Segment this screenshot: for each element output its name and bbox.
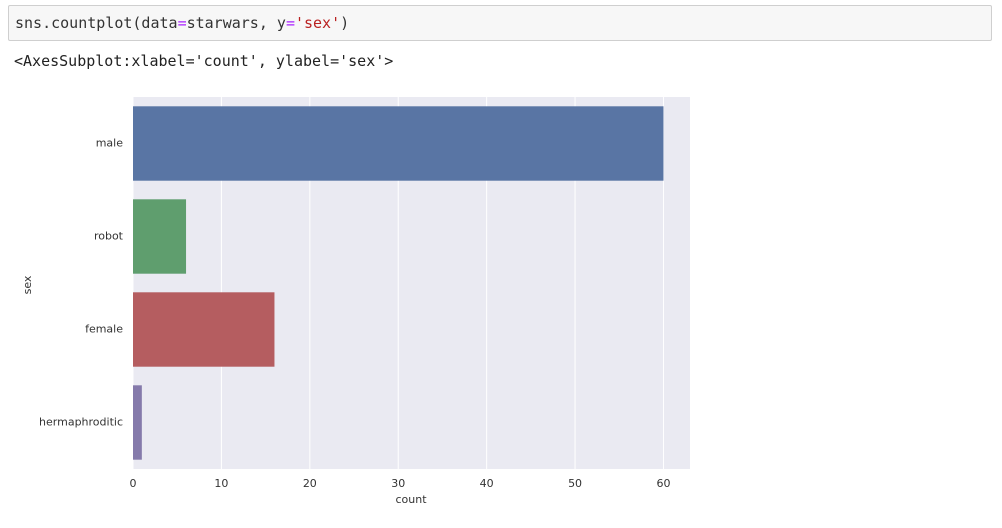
cell-output: <AxesSubplot:xlabel='count', ylabel='sex… bbox=[14, 52, 394, 70]
y-tick-label: hermaphroditic bbox=[39, 416, 123, 429]
y-tick-label: male bbox=[96, 137, 124, 150]
bar bbox=[133, 106, 664, 181]
code-cell[interactable]: sns.countplot(data=starwars, y='sex') bbox=[8, 5, 992, 41]
x-tick-label: 20 bbox=[303, 477, 317, 490]
y-tick-label: female bbox=[85, 323, 123, 336]
x-tick-label: 0 bbox=[130, 477, 137, 490]
code-token: starwars, y bbox=[186, 14, 286, 32]
x-tick-label: 60 bbox=[656, 477, 670, 490]
code-token: ) bbox=[340, 14, 350, 32]
x-tick-label: 10 bbox=[214, 477, 228, 490]
code-token: sns.countplot(data bbox=[15, 14, 178, 32]
y-axis-label: sex bbox=[21, 275, 34, 294]
y-tick-label: robot bbox=[94, 230, 124, 243]
code-token: = bbox=[285, 14, 295, 32]
chart: count sex 0 10 20 30 40 50 60 male robot female he… bbox=[21, 97, 690, 506]
bar bbox=[133, 385, 142, 460]
code-token: = bbox=[177, 14, 187, 32]
code-token: 'sex' bbox=[294, 14, 341, 32]
x-tick-label: 40 bbox=[480, 477, 494, 490]
x-tick-label: 30 bbox=[391, 477, 405, 490]
x-tick-label: 50 bbox=[568, 477, 582, 490]
bar bbox=[133, 292, 275, 367]
bar bbox=[133, 199, 187, 274]
x-axis-label: count bbox=[395, 493, 427, 506]
